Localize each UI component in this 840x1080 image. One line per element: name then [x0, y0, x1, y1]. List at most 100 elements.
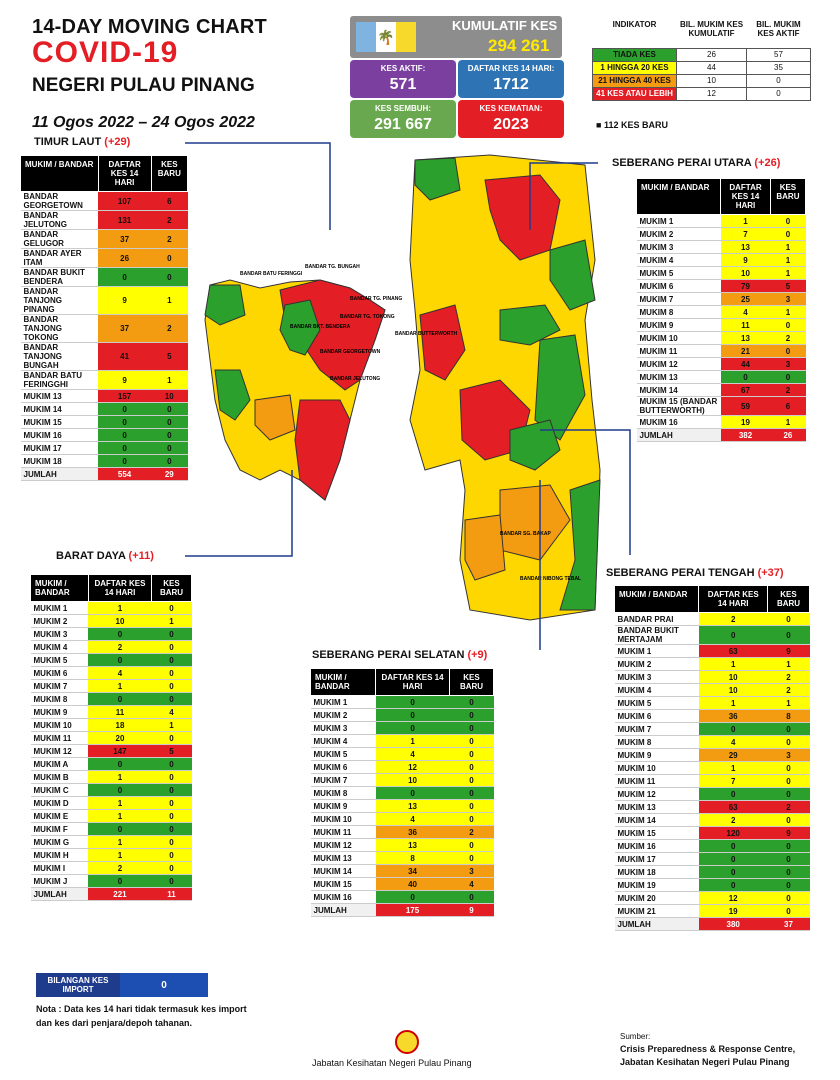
mukim-name: MUKIM 6: [30, 666, 89, 680]
daftar-cell: 0: [375, 695, 450, 709]
map-label-tg-pinang: BANDAR TG. PINANG: [350, 296, 402, 302]
daftar-cell: 20: [88, 731, 152, 745]
mukim-name: MUKIM 12: [310, 838, 376, 852]
daftar-cell: 0: [698, 787, 768, 801]
baru-cell: 0: [151, 679, 192, 693]
daftar-cell: 19: [698, 904, 768, 918]
section-spt: SEBERANG PERAI TENGAH (+37): [606, 567, 784, 579]
daftar-value: 1712: [493, 76, 529, 93]
daftar-cell: 0: [698, 625, 768, 645]
daftar-cell: 1: [698, 761, 768, 775]
mukim-name: MUKIM 3: [310, 721, 376, 735]
baru-cell: 0: [770, 344, 806, 358]
import-label: BILANGAN KES IMPORT: [36, 973, 120, 997]
total-cell: 29: [151, 467, 188, 481]
daftar-cell: 1: [88, 835, 152, 849]
table-row: MUKIM 11 7 0: [614, 774, 810, 788]
source-line2: Jabatan Kesihatan Negeri Pulau Pinang: [620, 1057, 790, 1067]
total-cell: JUMLAH: [636, 428, 721, 442]
indicator-aktif: 35: [746, 60, 811, 75]
daftar-cell: 10: [375, 773, 450, 787]
table-timur-laut: MUKIM / BANDAR DAFTAR KES 14 HARI KES BARU…: [20, 155, 189, 481]
mukim-name: MUKIM 11: [310, 825, 376, 839]
mukim-name: MUKIM 16: [20, 428, 99, 442]
baru-cell: 8: [767, 709, 810, 723]
mukim-name: MUKIM 1: [30, 601, 89, 615]
table-row: MUKIM 12 44 3: [636, 357, 806, 371]
table-row: BANDAR GEORGETOWN 107 6: [20, 191, 188, 211]
title-line2: COVID-19: [32, 36, 179, 69]
mukim-name: MUKIM 19: [614, 878, 699, 892]
mukim-name: BANDAR BUKIT MERTAJAM: [614, 625, 699, 645]
baru-cell: 9: [767, 644, 810, 658]
kes-baru-label: 112 KES BARU: [603, 120, 668, 130]
mukim-name: MUKIM 3: [636, 240, 721, 254]
baru-cell: 0: [767, 878, 810, 892]
mukim-name: MUKIM 16: [310, 890, 376, 904]
baru-cell: 2: [767, 670, 810, 684]
baru-cell: 2: [770, 383, 806, 397]
mukim-name: MUKIM 6: [614, 709, 699, 723]
column-header: DAFTAR KES 14 HARI: [375, 668, 451, 696]
mukim-name: BANDAR GEORGETOWN: [20, 191, 99, 211]
source-line1: Crisis Preparedness & Response Centre,: [620, 1044, 796, 1054]
mukim-name: MUKIM 18: [614, 865, 699, 879]
kes-aktif-box: KES AKTIF: 571: [350, 60, 456, 98]
mukim-name: MUKIM J: [30, 874, 89, 888]
table-row: MUKIM 6 79 5: [636, 279, 806, 293]
table-row: MUKIM 14 34 3: [310, 864, 494, 878]
mukim-name: MUKIM 10: [30, 718, 89, 732]
mukim-name: MUKIM C: [30, 783, 89, 797]
mukim-name: MUKIM 13: [614, 800, 699, 814]
baru-cell: 0: [449, 695, 494, 709]
daftar-cell: 19: [720, 415, 771, 429]
mukim-name: BANDAR TANJONG PINANG: [20, 286, 99, 315]
baru-cell: 0: [151, 848, 192, 862]
baru-cell: 0: [770, 318, 806, 332]
daftar-cell: 0: [698, 878, 768, 892]
daftar-cell: 7: [698, 774, 768, 788]
mukim-name: MUKIM 13: [20, 389, 99, 403]
daftar-cell: 13: [375, 799, 450, 813]
penang-map: BANDAR BATU FERINGGI BANDAR TG. BUNGAH B…: [204, 154, 601, 621]
kes-sembuh-value: 291 667: [374, 116, 432, 133]
mukim-name: MUKIM 20: [614, 891, 699, 905]
daftar-cell: 8: [375, 851, 450, 865]
table-row: MUKIM 1 63 9: [614, 644, 810, 658]
mukim-name: MUKIM 15: [20, 415, 99, 429]
daftar-cell: 0: [375, 786, 450, 800]
mukim-name: MUKIM 14: [614, 813, 699, 827]
baru-cell: 0: [767, 813, 810, 827]
table-row: MUKIM 16 19 1: [636, 415, 806, 429]
daftar-cell: 0: [375, 721, 450, 735]
baru-cell: 1: [770, 240, 806, 254]
baru-cell: 0: [151, 653, 192, 667]
table-row: BANDAR PRAI 2 0: [614, 612, 810, 626]
table-row: MUKIM 11 36 2: [310, 825, 494, 839]
table-row: MUKIM 15 40 4: [310, 877, 494, 891]
baru-cell: 0: [151, 770, 192, 784]
daftar-cell: 157: [98, 389, 152, 403]
table-row: MUKIM 18 0 0: [614, 865, 810, 879]
baru-cell: 1: [151, 370, 188, 390]
mukim-name: BANDAR AYER ITAM: [20, 248, 99, 268]
mukim-name: MUKIM 13: [310, 851, 376, 865]
daftar-cell: 0: [88, 627, 152, 641]
table-row: MUKIM 15 (BANDAR BUTTERWORTH) 59 6: [636, 396, 806, 416]
mukim-name: MUKIM 6: [310, 760, 376, 774]
column-header: KES BARU: [150, 574, 193, 602]
kes-aktif-value: 571: [389, 76, 417, 93]
indicator-aktif: 0: [746, 73, 811, 88]
table-row: MUKIM 16 0 0: [614, 839, 810, 853]
table-row: MUKIM 10 1 0: [614, 761, 810, 775]
daftar-cell: 4: [720, 305, 771, 319]
daftar-cell: 67: [720, 383, 771, 397]
baru-cell: 2: [770, 331, 806, 345]
baru-cell: 0: [449, 734, 494, 748]
table-row: MUKIM 10 4 0: [310, 812, 494, 826]
